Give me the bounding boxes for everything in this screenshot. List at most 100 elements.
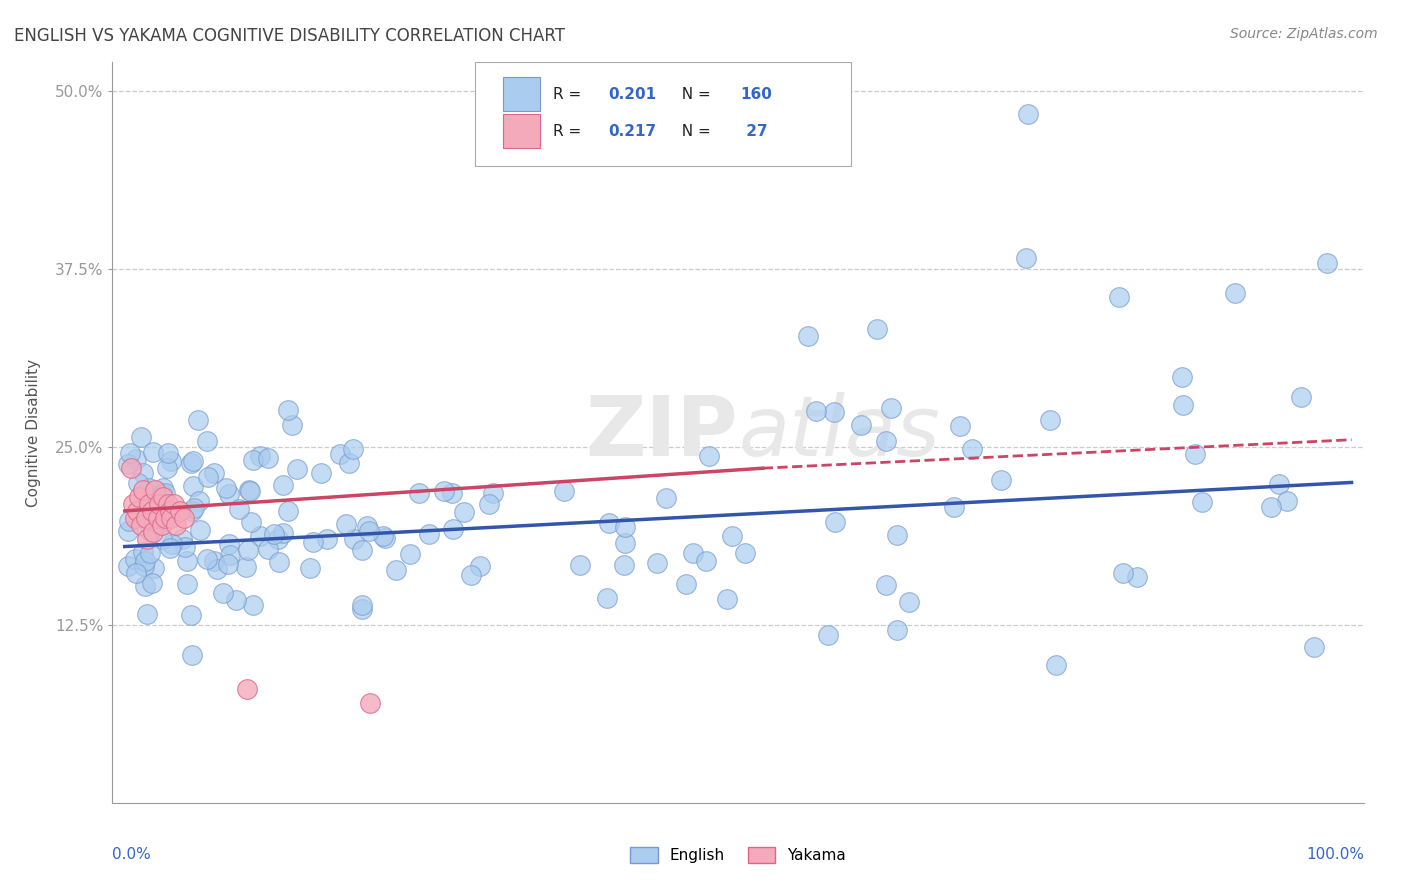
Point bbox=[614, 520, 637, 534]
Point bbox=[205, 562, 228, 576]
Point bbox=[373, 529, 395, 543]
Point bbox=[159, 504, 181, 518]
Point bbox=[342, 442, 364, 456]
Point bbox=[453, 505, 475, 519]
Point bbox=[163, 497, 186, 511]
Point bbox=[174, 540, 197, 554]
Point bbox=[148, 491, 170, 506]
Point bbox=[695, 554, 717, 568]
Point bbox=[240, 516, 263, 530]
Point bbox=[1111, 566, 1133, 581]
Point bbox=[127, 475, 149, 490]
Point bbox=[329, 447, 352, 461]
Point bbox=[614, 535, 637, 549]
Point bbox=[181, 454, 204, 468]
Point bbox=[1171, 369, 1194, 384]
Point bbox=[441, 486, 464, 500]
Point bbox=[374, 532, 396, 546]
Point bbox=[242, 598, 264, 612]
Point bbox=[124, 551, 146, 566]
Point bbox=[129, 518, 152, 533]
Point bbox=[875, 434, 897, 448]
Point bbox=[418, 526, 440, 541]
Text: N =: N = bbox=[672, 124, 716, 139]
Point bbox=[1316, 256, 1339, 270]
Text: N =: N = bbox=[672, 87, 716, 102]
Point bbox=[645, 557, 668, 571]
Point bbox=[949, 419, 972, 434]
Text: R =: R = bbox=[553, 87, 586, 102]
Point bbox=[162, 536, 184, 550]
Point bbox=[118, 514, 141, 528]
Text: R =: R = bbox=[553, 124, 586, 139]
Point bbox=[143, 560, 166, 574]
Text: 160: 160 bbox=[741, 87, 772, 102]
Point bbox=[187, 413, 209, 427]
Point bbox=[596, 591, 619, 606]
Point bbox=[135, 533, 157, 547]
Point bbox=[385, 563, 408, 577]
Point bbox=[215, 481, 238, 495]
Point bbox=[136, 607, 159, 622]
Point bbox=[138, 481, 160, 495]
Point bbox=[188, 494, 211, 508]
Point bbox=[125, 504, 148, 518]
Point bbox=[132, 559, 155, 574]
Point bbox=[350, 598, 373, 612]
Point bbox=[217, 558, 239, 572]
Point bbox=[886, 528, 908, 542]
Point bbox=[195, 434, 218, 449]
Point bbox=[1260, 500, 1282, 514]
Point bbox=[160, 453, 183, 467]
Point bbox=[1302, 640, 1324, 654]
Point bbox=[183, 500, 205, 515]
Point bbox=[129, 430, 152, 444]
Point bbox=[311, 466, 333, 480]
Point bbox=[188, 523, 211, 537]
Point bbox=[359, 696, 381, 710]
Y-axis label: Cognitive Disability: Cognitive Disability bbox=[27, 359, 41, 507]
Point bbox=[481, 486, 503, 500]
Point bbox=[734, 546, 756, 560]
Point bbox=[148, 497, 170, 511]
FancyBboxPatch shape bbox=[503, 78, 540, 111]
Point bbox=[267, 532, 290, 546]
Point bbox=[613, 558, 636, 572]
Point bbox=[301, 535, 323, 549]
Point bbox=[173, 511, 195, 525]
Point bbox=[866, 322, 889, 336]
Point bbox=[134, 578, 156, 592]
Point bbox=[202, 467, 225, 481]
Point bbox=[804, 404, 827, 418]
Point bbox=[720, 529, 742, 543]
Point bbox=[271, 525, 294, 540]
Point bbox=[236, 681, 259, 696]
Point bbox=[598, 516, 620, 530]
Point bbox=[150, 518, 173, 533]
Point bbox=[399, 547, 422, 561]
Point bbox=[281, 417, 304, 432]
Legend: English, Yakama: English, Yakama bbox=[624, 841, 852, 869]
Point bbox=[343, 533, 366, 547]
Point bbox=[257, 450, 280, 465]
Point bbox=[886, 624, 908, 638]
Point bbox=[654, 491, 676, 505]
Point bbox=[441, 522, 464, 536]
Point bbox=[142, 525, 165, 540]
Point bbox=[269, 555, 291, 569]
Point bbox=[218, 537, 240, 551]
Point bbox=[350, 602, 373, 616]
Point bbox=[942, 500, 965, 514]
Text: atlas: atlas bbox=[738, 392, 939, 473]
Point bbox=[335, 517, 357, 532]
Point bbox=[120, 461, 142, 475]
Point bbox=[824, 515, 846, 529]
Point bbox=[239, 484, 262, 499]
Point bbox=[408, 486, 430, 500]
Point bbox=[180, 503, 202, 517]
Point bbox=[228, 501, 250, 516]
Point bbox=[460, 568, 482, 582]
Point bbox=[160, 511, 183, 525]
Point bbox=[118, 446, 141, 460]
Point bbox=[277, 402, 299, 417]
